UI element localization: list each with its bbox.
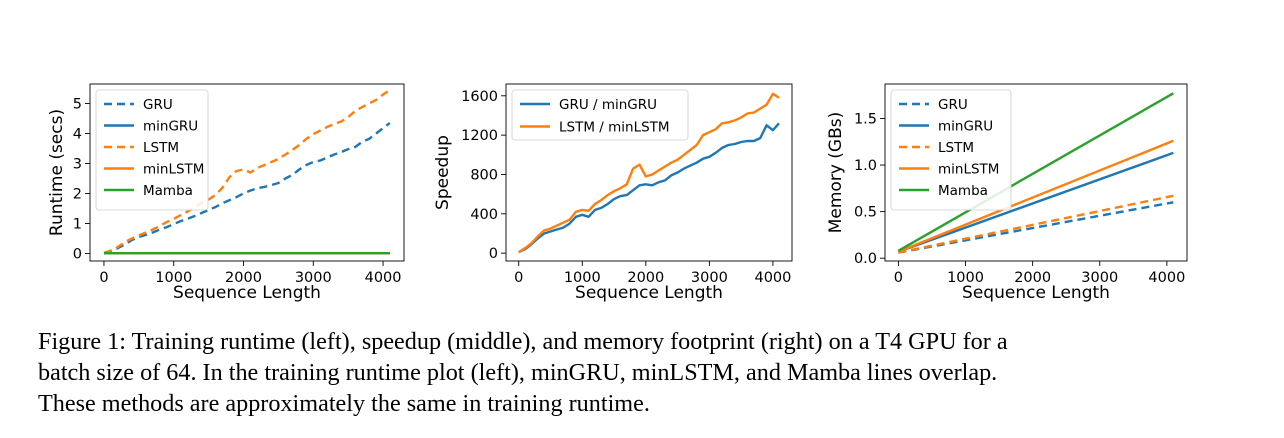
y-tick-label: 0 — [73, 247, 82, 263]
series-line-lstm-minlstm — [518, 92, 780, 254]
legend-label: minLSTM — [938, 162, 999, 178]
series-line-mingru — [897, 151, 1174, 253]
x-tick-label: 1000 — [564, 270, 601, 286]
x-tick-label: 1000 — [947, 270, 984, 286]
x-tick-label: 3000 — [1081, 270, 1118, 286]
series-line-minlstm — [897, 139, 1174, 253]
x-tick-label: 3000 — [691, 270, 728, 286]
series-line-mamba — [897, 92, 1174, 252]
x-tick-label: 3000 — [295, 270, 332, 286]
x-axis-label: Sequence Length — [173, 283, 321, 303]
legend — [95, 89, 209, 211]
x-tick-label: 0 — [894, 270, 903, 286]
caption-line-2: batch size of 64. In the training runtim… — [38, 359, 998, 386]
y-tick-label: 1.0 — [854, 158, 877, 174]
legend-label: Mamba — [938, 183, 988, 199]
chart-2: 0 1000 2000 3000 4000 0 400 800 1200 1600 Sequence… — [433, 83, 793, 303]
legend-label: minLSTM — [143, 162, 204, 178]
legend-label: LSTM — [143, 140, 179, 156]
x-tick-label: 4000 — [754, 270, 791, 286]
series-line-lstm — [898, 194, 1174, 254]
legend-label: minGRU — [143, 119, 198, 135]
series-line-gru — [103, 122, 391, 255]
y-tick-label: 5 — [73, 97, 82, 113]
legend-label: GRU — [938, 97, 968, 113]
y-tick-label: 4 — [73, 127, 82, 143]
legend-label: GRU / minGRU — [559, 97, 657, 113]
legend — [511, 89, 689, 141]
caption-line-1: Figure 1: Training runtime (left), speed… — [38, 328, 1008, 355]
plot-frame — [884, 83, 1188, 262]
series-line-gru-mingru — [518, 122, 780, 254]
x-tick-label: 2000 — [627, 270, 664, 286]
y-axis-label: Runtime (secs) — [47, 109, 67, 236]
y-tick-label: 3 — [73, 157, 82, 173]
y-tick-label: 1.5 — [854, 111, 877, 127]
x-tick-label: 4000 — [365, 270, 402, 286]
legend-label: LSTM / minLSTM — [559, 120, 670, 136]
x-tick-label: 2000 — [225, 270, 262, 286]
y-tick-label: 800 — [470, 167, 498, 183]
x-tick-label: 2000 — [1014, 270, 1051, 286]
x-tick-label: 4000 — [1148, 270, 1185, 286]
y-tick-label: 1600 — [461, 89, 498, 105]
y-tick-label: 1200 — [461, 128, 498, 144]
plot-frame — [505, 83, 793, 262]
x-tick-label: 0 — [99, 270, 108, 286]
y-tick-label: 0.0 — [854, 251, 877, 267]
legend-label: GRU — [143, 97, 173, 113]
legend-label: minGRU — [938, 119, 993, 135]
legend-label: Mamba — [143, 183, 193, 199]
legend-label: LSTM — [938, 140, 974, 156]
y-axis-label: Memory (GBs) — [826, 112, 846, 234]
y-tick-label: 0 — [489, 246, 498, 262]
y-tick-label: 1 — [73, 217, 82, 233]
x-tick-label: 1000 — [155, 270, 192, 286]
y-tick-label: 400 — [470, 207, 498, 223]
y-tick-label: 0.5 — [854, 205, 877, 221]
y-tick-label: 2 — [73, 187, 82, 203]
plot-frame — [89, 83, 405, 262]
x-tick-label: 0 — [514, 270, 523, 286]
legend — [890, 89, 1012, 211]
caption-line-3: These methods are approximately the same… — [38, 390, 650, 417]
figure-caption: Figure 1: Training runtime (left), speed… — [38, 326, 1253, 419]
chart-1: 0 1000 2000 3000 4000 0 1 2 3 4 5 Sequence Length Ru… — [47, 83, 405, 303]
chart-3: 0 1000 2000 3000 4000 0.0 0.5 1.0 1.5 Sequence Le… — [826, 83, 1188, 303]
y-axis-label: Speedup — [433, 135, 453, 210]
series-line-lstm — [103, 89, 391, 255]
x-axis-label: Sequence Length — [962, 283, 1110, 303]
x-axis-label: Sequence Length — [575, 283, 723, 303]
